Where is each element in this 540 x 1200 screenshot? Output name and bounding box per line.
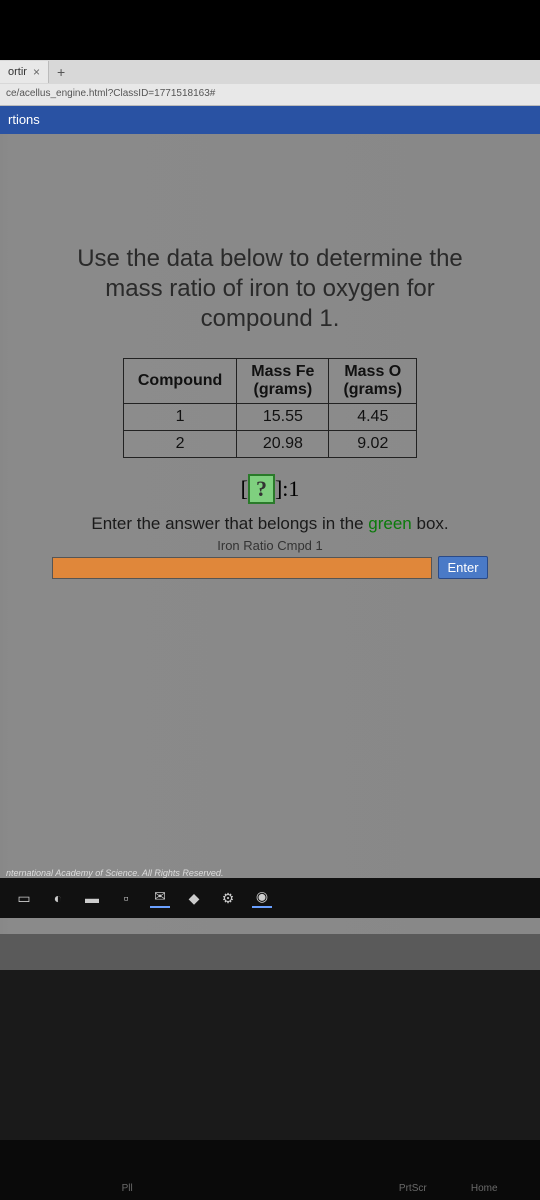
instruction-pre: Enter the answer that belongs in the	[91, 514, 368, 533]
settings-icon[interactable]: ⚙	[218, 888, 238, 908]
browser-icon[interactable]: ◉	[252, 888, 272, 908]
nav-strip-label: rtions	[8, 112, 40, 127]
instruction-green: green	[368, 514, 411, 533]
table-row: 2 20.98 9.02	[123, 431, 416, 458]
cell-mass-o: 9.02	[329, 431, 417, 458]
data-table: Compound Mass Fe (grams) Mass O (grams) …	[123, 358, 417, 458]
col-mass-o: Mass O (grams)	[329, 359, 417, 404]
windows-taskbar[interactable]: ▭ ◐ ▬ ▫ ✉ ◆ ⚙ ◉	[0, 878, 540, 918]
browser-tab[interactable]: ortir ×	[0, 61, 49, 83]
cell-compound: 2	[123, 431, 236, 458]
store-icon[interactable]: ▫	[116, 888, 136, 908]
question-text: Use the data below to determine the mass…	[30, 244, 510, 334]
ratio-bracket-left: [	[241, 476, 248, 501]
url-text: ce/acellus_engine.html?ClassID=177151816…	[6, 88, 215, 99]
table-header-row: Compound Mass Fe (grams) Mass O (grams)	[123, 359, 416, 404]
cell-mass-fe: 20.98	[237, 431, 329, 458]
answer-row: Enter	[30, 556, 510, 579]
mail-icon[interactable]: ✉	[150, 888, 170, 908]
instruction-post: box.	[412, 514, 449, 533]
key: Home	[459, 1183, 509, 1194]
col-mass-o-top: Mass O	[344, 363, 401, 380]
col-mass-fe: Mass Fe (grams)	[237, 359, 329, 404]
monitor-bezel-top	[0, 0, 540, 60]
explorer-icon[interactable]: ▬	[82, 888, 102, 908]
input-label: Iron Ratio Cmpd 1	[30, 538, 510, 553]
tab-title: ortir	[8, 66, 27, 78]
close-icon[interactable]: ×	[33, 65, 40, 79]
screen-area: ortir × + ce/acellus_engine.html?ClassID…	[0, 60, 540, 970]
col-mass-fe-top: Mass Fe	[251, 363, 314, 380]
copyright-text: nternational Academy of Science. All Rig…	[6, 868, 223, 878]
answer-input[interactable]	[52, 557, 432, 579]
task-view-icon[interactable]: ▭	[14, 888, 34, 908]
answer-box-icon[interactable]: ?	[248, 474, 275, 504]
ratio-expression: [?]:1	[30, 474, 510, 504]
question-line-2: mass ratio of iron to oxygen for	[105, 275, 434, 302]
question-line-1: Use the data below to determine the	[77, 245, 463, 272]
enter-button[interactable]: Enter	[438, 556, 487, 579]
app-icon[interactable]: ◆	[184, 888, 204, 908]
col-mass-fe-unit: (grams)	[251, 381, 314, 399]
table-row: 1 15.55 4.45	[123, 404, 416, 431]
edge-icon[interactable]: ◐	[48, 888, 68, 908]
browser-tab-strip: ortir × +	[0, 60, 540, 84]
key: Pll	[102, 1183, 152, 1194]
nav-strip: rtions	[0, 106, 540, 134]
col-mass-o-unit: (grams)	[343, 381, 402, 399]
cell-compound: 1	[123, 404, 236, 431]
lesson-content: Use the data below to determine the mass…	[0, 134, 540, 934]
question-line-3: compound 1.	[201, 305, 340, 332]
new-tab-button[interactable]: +	[49, 64, 73, 80]
url-bar[interactable]: ce/acellus_engine.html?ClassID=177151816…	[0, 84, 540, 106]
cell-mass-fe: 15.55	[237, 404, 329, 431]
cell-mass-o: 4.45	[329, 404, 417, 431]
instruction-text: Enter the answer that belongs in the gre…	[30, 514, 510, 534]
physical-keyboard: Pll PrtScr Home	[0, 1140, 540, 1200]
col-compound: Compound	[123, 359, 236, 404]
ratio-suffix: :1	[282, 476, 299, 501]
key: PrtScr	[388, 1183, 438, 1194]
